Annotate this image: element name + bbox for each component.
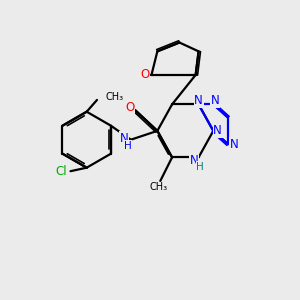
Text: N: N xyxy=(190,154,199,167)
Text: N: N xyxy=(213,124,222,137)
Text: CH₃: CH₃ xyxy=(105,92,123,102)
Text: H: H xyxy=(196,162,204,172)
Text: N: N xyxy=(210,94,219,107)
Text: CH₃: CH₃ xyxy=(150,182,168,192)
Text: N: N xyxy=(230,138,238,151)
Text: N: N xyxy=(120,132,129,145)
Text: O: O xyxy=(125,101,135,114)
Text: Cl: Cl xyxy=(56,165,68,178)
Text: H: H xyxy=(124,141,132,151)
Text: O: O xyxy=(140,68,150,81)
Text: N: N xyxy=(194,94,203,107)
